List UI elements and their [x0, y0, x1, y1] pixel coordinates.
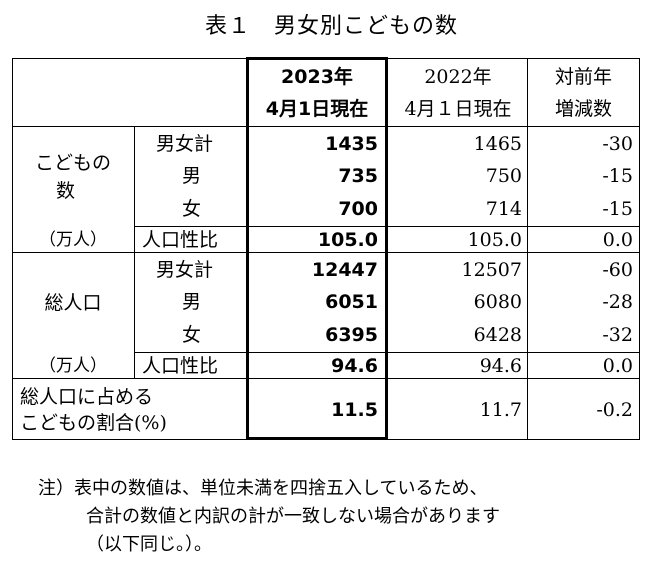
- total-value-2022: 12507: [461, 259, 522, 281]
- total-row-label: 女: [182, 324, 202, 346]
- children-group-label-2: 数: [56, 180, 76, 202]
- total-row-label: 男女計: [156, 259, 214, 281]
- total-diff: -28: [602, 291, 633, 313]
- header-divider: [12, 126, 640, 127]
- total-unit: （万人）: [39, 356, 107, 376]
- children-row-label: 男: [182, 165, 202, 187]
- total-value-2022: 94.6: [479, 355, 522, 377]
- header-diff-line1: 対前年: [554, 66, 612, 88]
- total-group-label: 総人口: [44, 292, 102, 314]
- total-diff: -60: [602, 259, 633, 281]
- ratio-label-line2: こどもの割合(%): [20, 412, 167, 434]
- ratio-diff: -0.2: [596, 399, 633, 421]
- children-value-2022: 1465: [473, 133, 522, 155]
- total-value-2023: 12447: [311, 259, 378, 281]
- header-diff-line2: 増減数: [554, 98, 612, 120]
- total-diff: 0.0: [602, 355, 633, 377]
- total-value-2023: 94.6: [331, 355, 378, 377]
- children-value-2022: 750: [485, 165, 522, 187]
- total-row-label: 人口性比: [142, 355, 219, 377]
- section-divider-1: [12, 252, 640, 253]
- table-border-right: [639, 58, 640, 440]
- table-border-left: [12, 58, 13, 440]
- highlight-2023-column: [246, 57, 388, 440]
- children-row-label: 女: [182, 198, 202, 220]
- col-divider-diff: [527, 58, 528, 440]
- children-row-label: 男女計: [156, 133, 214, 155]
- footnote-line2: 合計の数値と内訳の計が一致しない場合があります: [86, 506, 500, 527]
- children-unit: （万人）: [39, 230, 107, 250]
- header-2023-year: 2023年: [281, 66, 353, 88]
- children-value-2022: 714: [485, 198, 522, 220]
- header-2023-date: 4月1日現在: [265, 98, 369, 120]
- children-diff: -15: [602, 198, 633, 220]
- total-value-2023: 6051: [325, 291, 378, 313]
- children-diff: -30: [602, 133, 633, 155]
- children-value-2022: 105.0: [467, 229, 522, 251]
- header-2022-year: 2022年: [424, 66, 492, 88]
- total-value-2022: 6428: [473, 324, 522, 346]
- header-2022-date: 4月１日現在: [404, 98, 512, 120]
- total-value-2023: 6395: [325, 324, 378, 346]
- children-value-2023: 105.0: [317, 229, 378, 251]
- footnote-line1: 注）表中の数値は、単位未満を四捨五入しているため、: [38, 478, 488, 499]
- section-divider-2: [12, 378, 640, 379]
- children-value-2023: 1435: [325, 133, 378, 155]
- footnote-line3: （以下同じ。）。: [86, 534, 212, 555]
- ratio-value-2023: 11.5: [331, 399, 378, 421]
- children-value-2023: 700: [338, 198, 378, 220]
- total-value-2022: 6080: [473, 291, 522, 313]
- total-row-label: 男: [182, 291, 202, 313]
- children-group-label-1: こどもの: [34, 152, 111, 174]
- children-diff: 0.0: [602, 229, 633, 251]
- total-diff: -32: [602, 324, 633, 346]
- ratio-value-2022: 11.7: [479, 399, 522, 421]
- children-row-label: 人口性比: [142, 229, 219, 251]
- table-title: 表１ 男女別こどもの数: [204, 14, 458, 39]
- children-diff: -15: [602, 165, 633, 187]
- ratio-label-line1: 総人口に占める: [20, 386, 154, 408]
- children-value-2023: 735: [338, 165, 378, 187]
